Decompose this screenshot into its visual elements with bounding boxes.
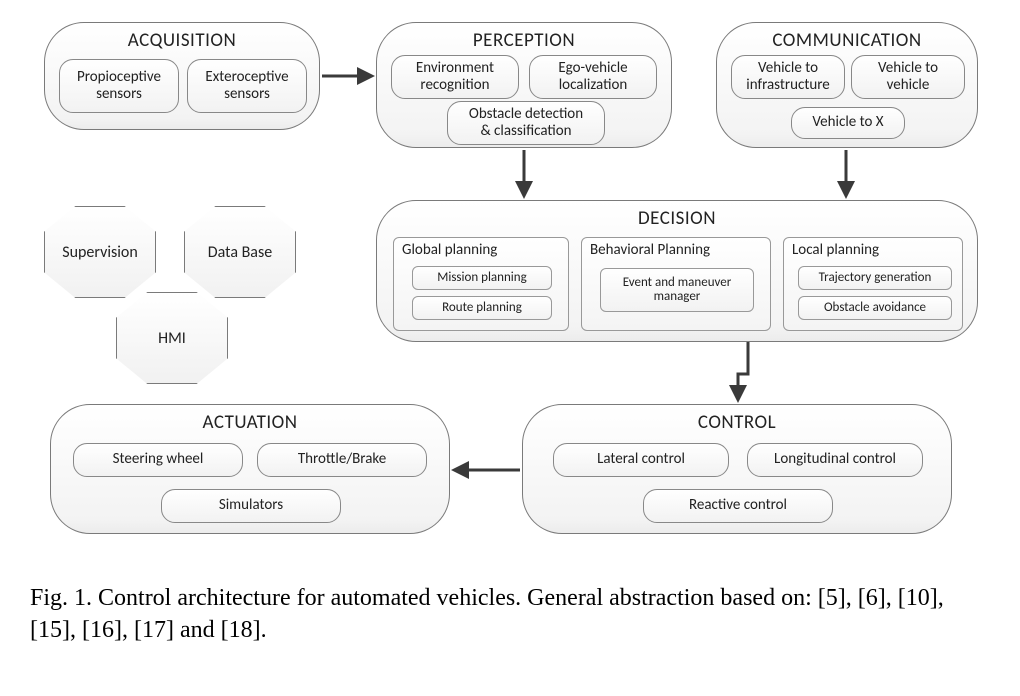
block-acquisition: ACQUISITION Propioceptivesensors Exteroc… bbox=[44, 22, 320, 130]
pill-reactive: Reactive control bbox=[643, 489, 833, 523]
pill-v2i: Vehicle toinfrastructure bbox=[731, 55, 845, 99]
pill-longitudinal: Longitudinal control bbox=[747, 443, 923, 477]
octagon-supervision: Supervision bbox=[44, 206, 156, 298]
block-title: ACQUISITION bbox=[45, 29, 319, 52]
subbox-title: Local planning bbox=[784, 238, 962, 259]
block-communication: COMMUNICATION Vehicle toinfrastructure V… bbox=[716, 22, 978, 148]
block-title: COMMUNICATION bbox=[717, 29, 977, 52]
subbox-local: Local planning Trajectory generation Obs… bbox=[783, 237, 963, 331]
block-title: CONTROL bbox=[523, 411, 951, 434]
subbox-global: Global planning Mission planning Route p… bbox=[393, 237, 569, 331]
pill-obstacle-detection: Obstacle detection& classification bbox=[447, 101, 605, 145]
pill-exteroceptive: Exteroceptivesensors bbox=[187, 59, 307, 113]
pill-ego-localization: Ego-vehiclelocalization bbox=[529, 55, 657, 99]
pill-env-recognition: Environmentrecognition bbox=[391, 55, 519, 99]
figure-caption: Fig. 1. Control architecture for automat… bbox=[30, 582, 990, 647]
mini-mission-planning: Mission planning bbox=[412, 266, 552, 290]
pill-v2v: Vehicle tovehicle bbox=[851, 55, 965, 99]
subbox-title: Global planning bbox=[394, 238, 568, 259]
pill-simulators: Simulators bbox=[161, 489, 341, 523]
pill-steering: Steering wheel bbox=[73, 443, 243, 477]
pill-throttle: Throttle/Brake bbox=[257, 443, 427, 477]
block-title: ACTUATION bbox=[51, 411, 449, 434]
pill-lateral: Lateral control bbox=[553, 443, 729, 477]
block-perception: PERCEPTION Environmentrecognition Ego-ve… bbox=[376, 22, 672, 148]
diagram-canvas: ACQUISITION Propioceptivesensors Exteroc… bbox=[28, 22, 992, 552]
octagon-hmi: HMI bbox=[116, 292, 228, 384]
block-title: DECISION bbox=[377, 207, 977, 230]
block-control: CONTROL Lateral control Longitudinal con… bbox=[522, 404, 952, 534]
mini-event-maneuver: Event and maneuvermanager bbox=[600, 268, 754, 312]
mini-obstacle-avoid: Obstacle avoidance bbox=[798, 296, 952, 320]
mini-route-planning: Route planning bbox=[412, 296, 552, 320]
subbox-behavioral: Behavioral Planning Event and maneuverma… bbox=[581, 237, 771, 331]
block-title: PERCEPTION bbox=[377, 29, 671, 52]
pill-propioceptive: Propioceptivesensors bbox=[59, 59, 179, 113]
octagon-database: Data Base bbox=[184, 206, 296, 298]
mini-trajectory-gen: Trajectory generation bbox=[798, 266, 952, 290]
block-actuation: ACTUATION Steering wheel Throttle/Brake … bbox=[50, 404, 450, 534]
pill-v2x: Vehicle to X bbox=[791, 107, 905, 139]
subbox-title: Behavioral Planning bbox=[582, 238, 770, 259]
block-decision: DECISION Global planning Mission plannin… bbox=[376, 200, 978, 342]
